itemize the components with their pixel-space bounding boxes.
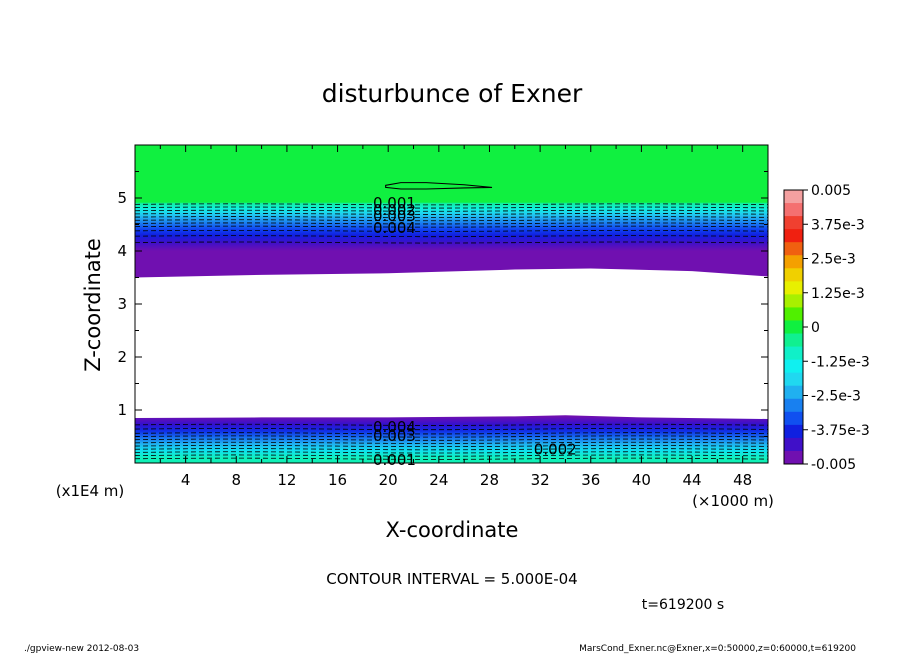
lower-contour-line: [135, 457, 768, 460]
footer-right: MarsCond_Exner.nc@Exner,x=0:50000,z=0:60…: [579, 644, 856, 654]
lower-contour-line: [135, 428, 768, 431]
colorbar-tick-label: -3.75e-3: [811, 423, 870, 439]
lower-contour-line: [135, 441, 768, 444]
plot-area: 0.0010.0020.0030.0040.0040.0030.0020.001…: [117, 144, 769, 489]
colorbar-swatch: [784, 372, 803, 387]
x-unit-label: (×1000 m): [692, 492, 774, 510]
colorbar-tick-label: 3.75e-3: [811, 217, 865, 233]
y-tick-label: 1: [117, 401, 127, 419]
colorbar-swatch: [784, 385, 803, 400]
x-tick-label: 36: [581, 471, 600, 489]
x-tick-label: 4: [181, 471, 191, 489]
colorbar-swatch: [784, 294, 803, 308]
upper-contour-line: [135, 203, 768, 206]
upper-contour-line: [135, 225, 768, 228]
colorbar-swatch: [784, 190, 803, 204]
upper-contour-line: [135, 219, 768, 222]
lower-contour-line: [135, 432, 768, 435]
x-tick-label: 48: [733, 471, 752, 489]
upper-contour-line: [135, 212, 768, 215]
colorbar-swatch: [784, 255, 803, 269]
lower-contour-line: [135, 454, 768, 457]
lower-contour-line: [135, 451, 768, 454]
colorbar-swatch: [784, 281, 803, 295]
colorbar-swatch: [784, 424, 803, 439]
x-tick-label: 44: [682, 471, 701, 489]
lower-contour-line: [135, 438, 768, 441]
upper-contour-line: [135, 222, 768, 225]
x-tick-label: 16: [328, 471, 347, 489]
y-tick-label: 5: [117, 189, 127, 207]
upper-contour-line: [135, 241, 768, 244]
y-tick-label: 3: [117, 295, 127, 313]
footer-left: ./gpview-new 2012-08-03: [24, 644, 139, 654]
colorbar-tick-label: 0: [811, 320, 820, 336]
lower-contour-line: [135, 448, 768, 451]
upper-contour-line: [135, 206, 768, 209]
contour-interval-text: CONTOUR INTERVAL = 5.000E-04: [326, 570, 577, 588]
x-tick-label: 28: [480, 471, 499, 489]
lower-filled-band: [135, 415, 768, 463]
y-tick-label: 2: [117, 348, 127, 366]
contour-label: 0.003: [373, 427, 416, 445]
lower-contour-line: [135, 445, 768, 448]
colorbar-swatch: [784, 216, 803, 230]
contour-label: 0.003: [373, 207, 416, 225]
x-tick-label: 8: [232, 471, 242, 489]
colorbar: 0.005 3.75e-3 2.5e-3 1.25e-3 0 -1.25e-3 -2.5e-…: [783, 183, 870, 473]
colorbar-tick-label: -2.5e-3: [811, 389, 861, 405]
colorbar-swatch: [784, 268, 803, 282]
x-tick-label: 12: [277, 471, 296, 489]
x-tick-label: 24: [429, 471, 448, 489]
chart-title: disturbunce of Exner: [322, 79, 583, 108]
x-tick-label: 40: [632, 471, 651, 489]
lower-contour-line: [135, 435, 768, 438]
colorbar-swatch: [784, 346, 803, 361]
y-tick-label: 4: [117, 242, 127, 260]
colorbar-swatch: [784, 320, 803, 335]
x-tick-label: 20: [379, 471, 398, 489]
x-axis-title: X-coordinate: [386, 518, 519, 542]
colorbar-tick-label: 1.25e-3: [811, 286, 865, 302]
upper-contour-line: [135, 235, 768, 238]
colorbar-swatch: [784, 398, 803, 413]
colorbar-swatch: [784, 333, 803, 348]
contour-label: 0.004: [373, 418, 416, 436]
closed-contour: [385, 182, 493, 190]
y-unit-label: (x1E4 m): [56, 482, 125, 500]
y-axis-title: Z-coordinate: [81, 238, 105, 372]
colorbar-tick-label: -1.25e-3: [811, 354, 870, 370]
colorbar-swatch: [784, 307, 803, 321]
time-text: t=619200 s: [642, 597, 724, 613]
upper-contour-line: [135, 216, 768, 218]
colorbar-tick-label: 2.5e-3: [811, 252, 856, 268]
colorbar-swatch: [784, 242, 803, 256]
upper-contour-line: [135, 209, 768, 212]
colorbar-swatch: [784, 359, 803, 374]
colorbar-swatch: [784, 450, 803, 465]
contour-label: 0.001: [373, 194, 416, 212]
contour-label: 0.001: [373, 451, 416, 469]
contour-label: 0.002: [373, 201, 416, 219]
contour-label: 0.004: [373, 219, 416, 237]
lower-contour-line: [135, 423, 768, 426]
colorbar-swatch: [784, 229, 803, 243]
colorbar-tick-label: 0.005: [811, 183, 851, 199]
contour-label: 0.002: [534, 440, 577, 458]
colorbar-swatch: [784, 411, 803, 426]
colorbar-swatch: [784, 203, 803, 217]
colorbar-tick-label: -0.005: [811, 457, 856, 473]
colorbar-swatch: [784, 437, 803, 452]
upper-contour-line: [135, 229, 768, 232]
x-tick-label: 32: [531, 471, 550, 489]
